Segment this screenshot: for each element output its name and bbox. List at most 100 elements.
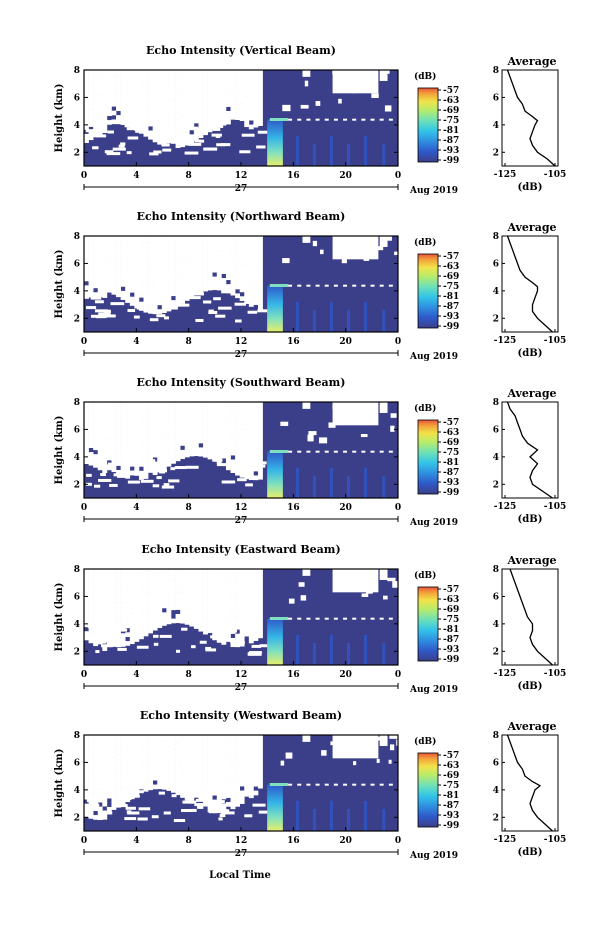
no-echo-cell <box>248 89 254 95</box>
no-echo-cell <box>216 735 222 739</box>
no-echo-cell <box>152 402 158 405</box>
no-echo-cell <box>230 791 236 796</box>
no-echo-cell <box>161 251 167 256</box>
no-echo-cell <box>235 422 240 428</box>
no-echo-cell <box>235 457 240 463</box>
bright-band-gap <box>343 118 348 121</box>
no-echo-cell <box>180 574 186 580</box>
colorbar-unit: (dB) <box>414 71 436 82</box>
no-echo-cell <box>120 93 126 99</box>
no-echo-cell <box>225 404 231 409</box>
no-echo-cell <box>161 603 167 609</box>
bright-band-gap <box>370 118 375 121</box>
no-echo-cell <box>253 282 259 288</box>
no-echo-cell <box>111 405 117 411</box>
no-echo-cell <box>161 612 167 618</box>
no-echo-cell <box>171 99 176 105</box>
no-echo-cell <box>241 133 255 137</box>
no-echo-cell <box>143 74 149 80</box>
no-echo-cell <box>84 120 89 126</box>
no-echo-cell <box>216 629 222 634</box>
no-echo-cell <box>111 267 117 273</box>
colorbar-unit: (dB) <box>414 570 436 581</box>
no-echo-cell <box>88 612 94 617</box>
no-echo-cell <box>239 633 245 638</box>
no-echo-cell <box>103 467 114 471</box>
no-echo-cell <box>148 304 153 310</box>
no-echo-cell <box>221 596 227 601</box>
no-echo-cell <box>175 240 181 246</box>
no-echo-cell <box>120 441 126 447</box>
profile-y-tick-label: 2 <box>493 647 499 657</box>
no-echo-cell <box>189 108 195 113</box>
bright-band-gap <box>343 450 348 453</box>
no-echo-cell <box>148 295 153 301</box>
no-echo-cell <box>216 70 222 75</box>
no-echo-cell <box>230 242 236 248</box>
no-echo-cell <box>198 403 204 409</box>
no-echo-cell <box>106 446 112 452</box>
no-echo-cell <box>161 581 167 587</box>
no-echo-cell <box>97 789 103 794</box>
no-echo-cell <box>102 468 108 474</box>
no-echo-cell <box>225 597 231 603</box>
no-echo-cell <box>212 613 218 619</box>
no-echo-cell <box>88 117 94 123</box>
no-echo-cell <box>207 74 213 80</box>
no-echo-cell <box>106 464 112 470</box>
no-echo-cell <box>88 279 94 285</box>
no-echo-cell <box>93 132 99 138</box>
no-echo-cell <box>175 402 181 405</box>
no-echo-cell <box>239 424 245 430</box>
colorbar-tick-label: -81 <box>443 458 459 468</box>
no-echo-cell <box>125 421 131 427</box>
no-echo-cell <box>230 602 236 608</box>
no-echo-cell <box>161 93 167 99</box>
y-tick-label: 8 <box>74 565 80 575</box>
no-echo-cell <box>88 425 94 431</box>
no-echo-cell <box>97 417 103 422</box>
no-echo-cell <box>212 85 218 91</box>
no-echo-cell <box>253 435 259 441</box>
no-echo-cell <box>198 421 204 426</box>
no-echo-cell <box>166 302 172 307</box>
no-echo-cell <box>171 103 176 109</box>
no-echo-cell <box>166 94 172 100</box>
no-echo-cell <box>230 437 236 443</box>
no-echo-cell <box>193 105 199 111</box>
no-echo-cell <box>111 778 117 784</box>
no-echo-cell <box>216 589 222 595</box>
no-echo-cell <box>134 760 140 766</box>
no-echo-cell <box>235 581 240 586</box>
no-echo-cell <box>88 288 94 294</box>
no-echo-cell <box>116 70 121 72</box>
no-echo-cell <box>225 89 231 94</box>
no-echo-cell <box>111 75 117 81</box>
bright-band-gap <box>288 450 293 453</box>
no-echo-cell <box>125 749 131 754</box>
no-echo-cell <box>185 465 199 469</box>
no-echo-cell <box>180 290 186 296</box>
no-echo-cell <box>157 579 163 585</box>
x-tick-label: 0 <box>81 171 87 181</box>
no-echo-cell <box>166 258 172 264</box>
no-echo-cell <box>125 293 131 299</box>
no-echo-cell <box>143 782 149 788</box>
no-echo-cell <box>166 781 172 787</box>
no-echo-cell <box>161 402 167 404</box>
no-echo-cell <box>120 98 126 104</box>
no-echo-cell <box>184 602 190 608</box>
no-echo-cell <box>134 242 140 248</box>
no-echo-cell <box>212 413 218 418</box>
no-echo-cell <box>97 582 103 588</box>
no-echo-cell <box>253 466 259 472</box>
no-echo-cell <box>171 300 176 305</box>
no-echo-cell <box>148 611 153 616</box>
no-echo-cell <box>125 473 131 479</box>
no-echo-cell <box>244 770 250 775</box>
no-echo-cell <box>97 412 103 418</box>
no-echo-cell <box>106 420 112 426</box>
no-echo-cell <box>125 249 131 255</box>
no-echo-cell <box>216 602 222 608</box>
no-echo-cell <box>244 259 250 265</box>
